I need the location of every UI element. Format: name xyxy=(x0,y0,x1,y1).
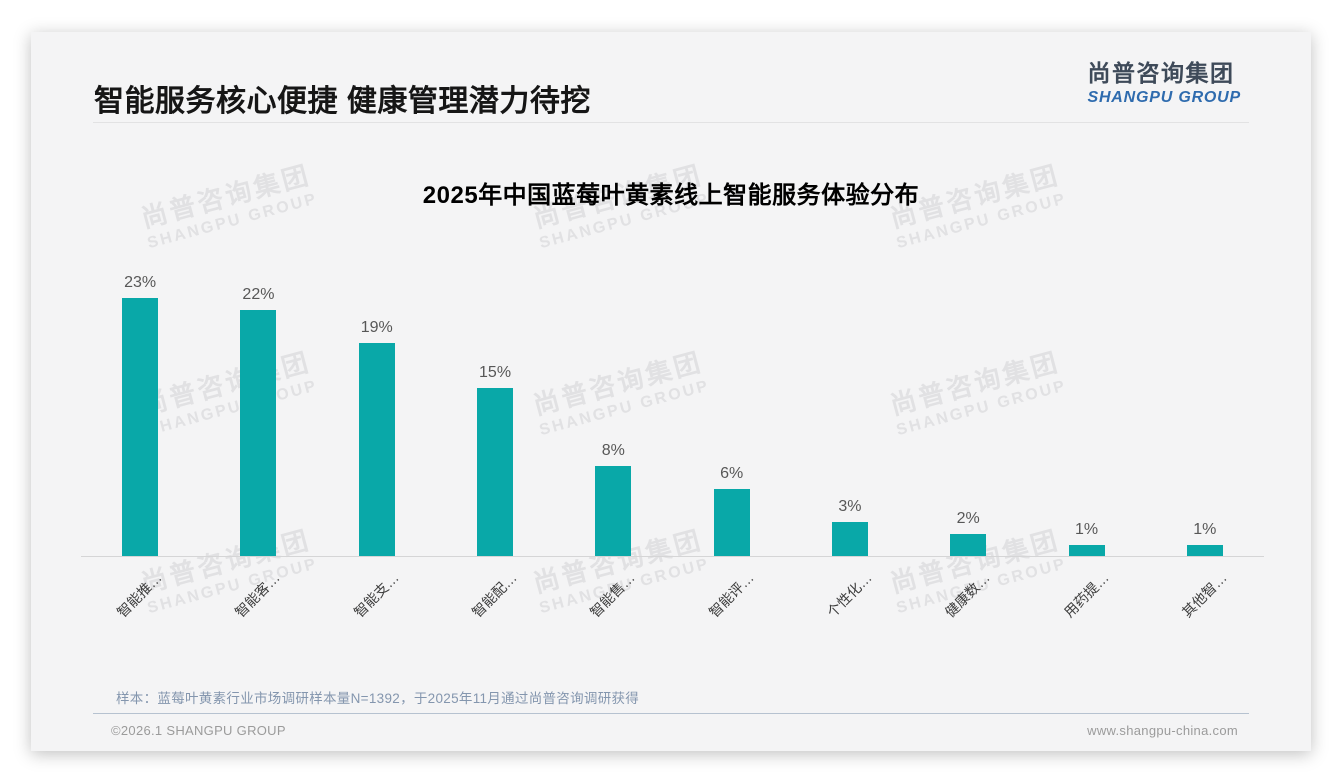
bar-value-label: 3% xyxy=(838,498,862,515)
category-axis: 智能推… 智能客… 智能支… 智能配… 智能售… 智能评… 个性化… 健康数… 用药提… 其他智… xyxy=(81,556,1264,651)
company-logo: 尚普咨询集团 SHANGPU GROUP xyxy=(1087,54,1241,107)
category-cell: 其他智… xyxy=(1146,556,1264,651)
category-cell: 智能评… xyxy=(672,556,790,651)
category-cell: 用药提… xyxy=(1027,556,1145,651)
chart-title: 2025年中国蓝莓叶黄素线上智能服务体验分布 xyxy=(422,182,920,209)
bar xyxy=(831,522,868,556)
category-label: 用药提… xyxy=(1060,569,1112,621)
bar-value-label: 1% xyxy=(1193,521,1217,538)
slide-card: 尚普咨询集团 SHANGPU GROUP 尚普咨询集团 SHANGPU GROUP 尚普… xyxy=(31,32,1311,751)
bar-group: 1% xyxy=(1027,521,1145,556)
sample-footnote: 样本：蓝莓叶黄素行业市场调研样本量N=1392，于2025年11月通过尚普咨询调… xyxy=(116,691,640,706)
bar-group: 2% xyxy=(909,510,1027,556)
category-label: 健康数… xyxy=(942,569,993,621)
category-cell: 智能推… xyxy=(81,556,199,651)
category-label: 智能评… xyxy=(705,569,757,621)
category-cell: 智能支… xyxy=(318,556,436,651)
bar xyxy=(122,298,159,556)
bar xyxy=(477,388,514,556)
bar-value-label: 1% xyxy=(1074,521,1099,538)
bar xyxy=(358,343,395,556)
bar-group: 15% xyxy=(436,364,554,556)
category-label: 个性化… xyxy=(823,569,875,621)
header-divider xyxy=(93,122,1249,123)
bar-value-label: 22% xyxy=(242,286,275,303)
bar-value-label: 2% xyxy=(956,510,980,527)
bar-group: 3% xyxy=(791,498,909,556)
bar xyxy=(713,489,750,556)
x-axis-line xyxy=(81,556,1264,557)
category-cell: 智能客… xyxy=(199,556,317,651)
website-url: www.shangpu-china.com xyxy=(1087,723,1238,738)
bar-value-label: 6% xyxy=(720,465,744,482)
bar-chart: 23% 22% 19% 15% 8% 6% 3% 2% 1% 1% xyxy=(81,266,1264,556)
footer-divider xyxy=(93,713,1249,714)
bar-group: 6% xyxy=(672,465,790,556)
bar xyxy=(240,310,277,556)
bar xyxy=(595,466,632,556)
logo-chinese-text: 尚普咨询集团 xyxy=(1087,60,1235,86)
category-cell: 个性化… xyxy=(791,556,909,651)
category-label: 智能配… xyxy=(468,569,520,621)
category-label: 智能售… xyxy=(587,569,639,621)
category-cell: 健康数… xyxy=(909,556,1027,651)
bar-group: 8% xyxy=(554,442,672,556)
bar-group: 23% xyxy=(81,274,199,556)
bar-value-label: 23% xyxy=(124,274,157,291)
category-label: 智能支… xyxy=(350,569,402,621)
bar-value-label: 8% xyxy=(601,442,625,459)
bar xyxy=(1068,545,1105,556)
bar-group: 22% xyxy=(199,286,317,556)
category-label: 其他智… xyxy=(1178,569,1230,621)
category-label: 智能推… xyxy=(113,569,165,621)
category-label: 智能客… xyxy=(232,569,284,621)
category-cell: 智能售… xyxy=(554,556,672,651)
bar-group: 1% xyxy=(1146,521,1264,556)
bar-value-label: 15% xyxy=(479,364,512,381)
category-cell: 智能配… xyxy=(436,556,554,651)
bar-group: 19% xyxy=(318,319,436,556)
logo-english-text: SHANGPU GROUP xyxy=(1087,89,1241,106)
page-title: 智能服务核心便捷 健康管理潜力待挖 xyxy=(94,85,591,118)
bar xyxy=(1186,545,1223,556)
bar-value-label: 19% xyxy=(360,319,393,336)
bar xyxy=(950,534,987,556)
copyright-text: ©2026.1 SHANGPU GROUP xyxy=(111,723,286,738)
